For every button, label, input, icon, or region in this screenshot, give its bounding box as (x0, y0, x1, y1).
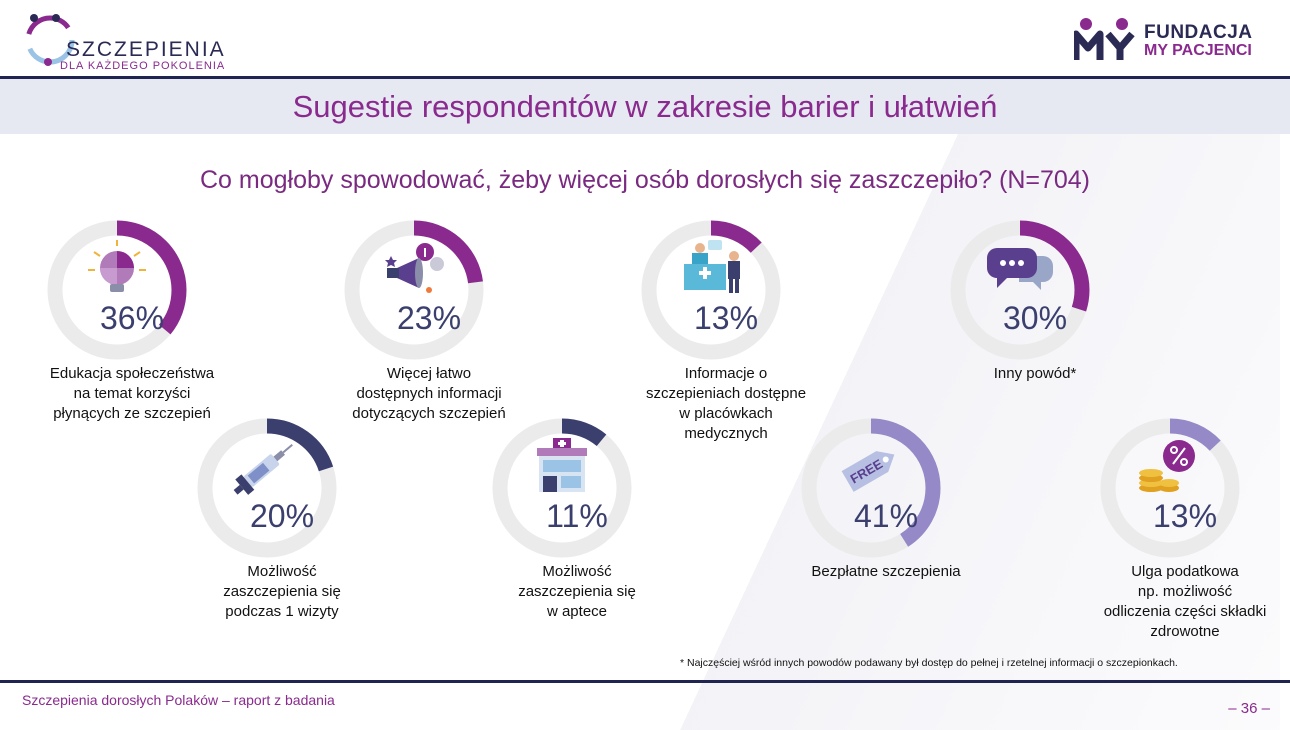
stat-label-line: dotyczących szczepień (352, 405, 506, 422)
stat-label-line: Więcej łatwo (386, 365, 472, 382)
lightbulb-puzzle-icon (88, 240, 146, 292)
footnote: * Najczęściej wśród innych powodów podaw… (680, 657, 1178, 669)
donut-chart (641, 220, 781, 360)
stat-label-line: zdrowotne (1150, 623, 1220, 640)
footer-divider (0, 680, 1290, 683)
stat-item: 23% Więcej łatwo dostępnych informacji d… (344, 220, 514, 422)
my-logo-icon (1074, 18, 1135, 60)
stat-value: 30% (1002, 300, 1068, 336)
donut-chart (492, 418, 632, 558)
logo-name: SZCZEPIENIA (66, 38, 226, 61)
stat-value: 11% (546, 498, 608, 534)
donut-chart (801, 418, 941, 558)
logo-fundacja: FUNDACJA MY PACJENCI (1074, 14, 1274, 66)
stat-label-line: szczepieniach dostępne (645, 385, 807, 402)
stat-item: 30% Inny powód* (950, 220, 1120, 390)
stat-label-line: na temat korzyści (73, 385, 191, 402)
stat-value: 41% (853, 498, 919, 534)
stat-label-line: podczas 1 wizyty (225, 603, 339, 620)
page-title: Sugestie respondentów w zakresie barier … (292, 89, 998, 124)
stat-label: Informacje o szczepieniach dostępne w pl… (611, 364, 841, 444)
stat-label-line: Edukacja społeczeństwa (49, 365, 215, 382)
free-tag-icon: FREE (841, 451, 895, 492)
page-number: – 36 – (1228, 700, 1270, 717)
coins-percent-icon (1139, 440, 1195, 492)
stat-label-line: w placówkach (679, 405, 773, 422)
stat-value: 23% (396, 300, 462, 336)
footer-report-title: Szczepienia dorosłych Polaków – raport z… (22, 692, 335, 708)
speech-bubbles-icon (987, 248, 1053, 290)
donut-chart (344, 220, 484, 360)
megaphone-icon (385, 243, 444, 293)
stat-label-line: Możliwość (542, 563, 612, 580)
stat-label-line: Informacje o (684, 365, 768, 382)
donut-chart (950, 220, 1090, 360)
stat-value: 36% (99, 300, 165, 336)
stat-label: Ulga podatkowa np. możliwość odliczenia … (1070, 562, 1290, 642)
stat-item: 36% Edukacja społeczeństwa na temat korz… (47, 220, 217, 422)
stat-label-line: Ulga podatkowa (1131, 563, 1239, 580)
stat-label-line: Bezpłatne szczepienia (811, 563, 961, 580)
stat-label-line: zaszczepienia się (223, 583, 341, 600)
donut-arc (641, 220, 781, 360)
pharmacy-icon (537, 438, 587, 492)
medical-reception-icon (684, 240, 740, 293)
stat-value: 13% (693, 300, 759, 336)
donut-arc (197, 418, 337, 558)
stat-label-line: płynących ze szczepień (53, 405, 211, 422)
stat-value: 13% (1152, 498, 1218, 534)
donut-arc (801, 418, 941, 558)
stat-label: Możliwość zaszczepienia się w aptece (462, 562, 692, 622)
title-band: Sugestie respondentów w zakresie barier … (0, 79, 1290, 134)
stat-item: 13% Informacje o szczepieniach dostępne … (641, 220, 811, 442)
stat-label: Edukacja społeczeństwa na temat korzyści… (17, 364, 247, 424)
donut-chart (47, 220, 187, 360)
stat-label: Więcej łatwo dostępnych informacji dotyc… (314, 364, 544, 424)
donut-arc (492, 418, 632, 558)
donut-chart (197, 418, 337, 558)
logo-fundacja-line2: MY PACJENCI (1144, 42, 1252, 59)
stat-item: 20% Możliwość zaszczepienia się podczas … (197, 418, 367, 620)
stat-label: Bezpłatne szczepienia (771, 562, 1001, 582)
donut-chart (1100, 418, 1240, 558)
donut-arc (344, 220, 484, 360)
stat-label-line: dostępnych informacji (356, 385, 502, 402)
stat-value: 20% (249, 498, 315, 534)
logo-fundacja-line1: FUNDACJA (1144, 22, 1253, 43)
stat-label: Możliwość zaszczepienia się podczas 1 wi… (167, 562, 397, 622)
header-divider (0, 76, 1290, 79)
stat-item: 13% Ulga podatkowa np. możliwość odlicze… (1100, 418, 1270, 640)
stat-label-line: w aptece (546, 603, 608, 620)
chart-question: Co mogłoby spowodować, żeby więcej osób … (199, 166, 1091, 194)
donut-arc (47, 220, 187, 360)
stat-label-line: np. możliwość (1137, 583, 1233, 600)
logo-ring-icon (25, 14, 75, 66)
donut-arc (950, 220, 1090, 360)
donut-arc (1100, 418, 1240, 558)
stat-label-line: medycznych (684, 425, 768, 442)
logo-tagline: DLA KAŻDEGO POKOLENIA (60, 60, 226, 72)
stat-item: FREE 41% Bezpłatne szczepienia (801, 418, 971, 588)
logo-szczepienia: SZCZEPIENIA DLA KAŻDEGO POKOLENIA (22, 10, 262, 72)
stat-label-line: zaszczepienia się (518, 583, 636, 600)
syringe-icon (233, 444, 293, 495)
stat-label-line: odliczenia części składki (1103, 603, 1267, 620)
stat-label: Inny powód* (920, 364, 1150, 384)
stat-label-line: Możliwość (247, 563, 317, 580)
stat-label-line: Inny powód* (993, 365, 1077, 382)
stat-item: 11% Możliwość zaszczepienia się w aptece (492, 418, 662, 620)
